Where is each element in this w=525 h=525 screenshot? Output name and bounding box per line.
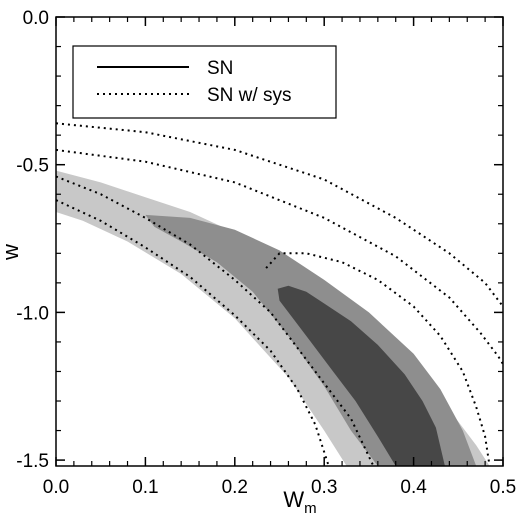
legend-label-sn-sys: SN w/ sys bbox=[207, 85, 291, 106]
x-tick-label: 0.4 bbox=[400, 477, 427, 498]
x-tick-label: 0.2 bbox=[222, 477, 248, 498]
x-axis-label-sub: m bbox=[304, 500, 317, 517]
y-tick-label: -1.0 bbox=[16, 303, 49, 324]
y-axis-label: w bbox=[0, 244, 23, 261]
y-ticks: 0.0 -0.5 -1.0 -1.5 bbox=[16, 8, 503, 472]
confidence-region-inner bbox=[277, 285, 445, 466]
dotted-contour-5 bbox=[265, 252, 491, 466]
y-tick-label: -0.5 bbox=[16, 156, 49, 177]
dotted-contour-3 bbox=[56, 175, 375, 466]
x-axis-label-main: W bbox=[283, 487, 304, 512]
legend-box bbox=[72, 45, 337, 119]
filled-regions bbox=[56, 170, 490, 466]
y-tick-label: -1.5 bbox=[16, 451, 49, 472]
dotted-contour-2 bbox=[56, 148, 503, 367]
y-tick-label: 0.0 bbox=[23, 8, 49, 29]
plot-frame bbox=[55, 16, 504, 467]
dotted-contours bbox=[56, 122, 503, 466]
x-axis-label: Wm bbox=[283, 487, 316, 517]
x-tick-label: 0.1 bbox=[132, 477, 158, 498]
legend-label-sn: SN bbox=[207, 58, 233, 79]
x-tick-label: 0.3 bbox=[311, 477, 337, 498]
x-ticks: 0.0 0.1 0.2 0.3 0.4 0.5 bbox=[43, 17, 516, 498]
legend: SN SN w/ sys bbox=[72, 45, 337, 119]
dotted-contour-4 bbox=[56, 199, 330, 466]
x-tick-label: 0.0 bbox=[43, 477, 69, 498]
x-tick-label: 0.5 bbox=[490, 477, 516, 498]
